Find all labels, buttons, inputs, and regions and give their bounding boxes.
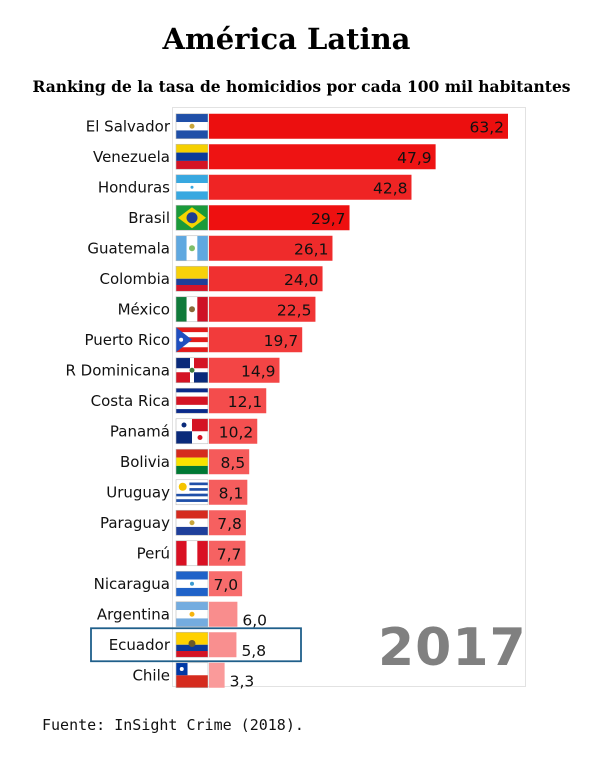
bar-guatemala xyxy=(209,235,333,261)
bar-brasil xyxy=(209,205,350,231)
value-label-panama: 10,2 xyxy=(219,423,254,441)
bar-chart: El Salvador 63,2 Venezuela 47,9 Honduras 42,8… xyxy=(65,113,508,690)
category-label-honduras: Honduras xyxy=(98,178,170,196)
category-label-venezuela: Venezuela xyxy=(93,148,170,166)
mexico-flag-icon xyxy=(175,296,209,323)
value-label-mexico: 22,5 xyxy=(277,301,312,319)
brasil-flag-icon xyxy=(175,204,209,231)
panama-flag-icon xyxy=(175,418,209,445)
chart-frame xyxy=(172,107,526,687)
category-label-mexico: México xyxy=(118,300,170,318)
category-label-peru: Perú xyxy=(137,544,170,562)
nicaragua-flag-icon xyxy=(175,570,209,597)
bar-chile xyxy=(209,662,225,688)
category-label-guatemala: Guatemala xyxy=(87,239,170,257)
bar-puerto-rico xyxy=(209,327,303,353)
source-note: Fuente: InSight Crime (2018). xyxy=(42,716,304,734)
year-label: 2017 xyxy=(378,618,527,678)
bolivia-flag-icon xyxy=(175,448,209,475)
chart-title: América Latina xyxy=(162,22,411,56)
value-label-bolivia: 8,5 xyxy=(221,454,246,472)
bar-colombia xyxy=(209,266,323,292)
category-label-puerto-rico: Puerto Rico xyxy=(84,331,170,349)
value-label-venezuela: 47,9 xyxy=(397,149,432,167)
value-label-colombia: 24,0 xyxy=(284,271,319,289)
value-label-puerto-rico: 19,7 xyxy=(264,332,299,350)
category-label-chile: Chile xyxy=(132,666,170,684)
value-label-argentina: 6,0 xyxy=(242,611,267,629)
category-label-colombia: Colombia xyxy=(100,270,171,288)
value-label-peru: 7,7 xyxy=(217,545,242,563)
bar-venezuela xyxy=(209,144,436,170)
peru-flag-icon xyxy=(175,540,209,567)
category-label-panama: Panamá xyxy=(110,422,170,440)
bar-honduras xyxy=(209,174,412,200)
bar-costa-rica xyxy=(209,388,267,414)
category-label-ecuador: Ecuador xyxy=(109,636,171,654)
category-label-nicaragua: Nicaragua xyxy=(94,575,170,593)
value-label-paraguay: 7,8 xyxy=(217,515,242,533)
value-label-uruguay: 8,1 xyxy=(219,484,244,502)
bar-panama xyxy=(209,418,258,444)
honduras-flag-icon xyxy=(175,174,209,201)
uruguay-flag-icon xyxy=(175,479,209,506)
value-label-chile: 3,3 xyxy=(230,672,255,690)
category-label-bolivia: Bolivia xyxy=(120,453,170,471)
venezuela-flag-icon xyxy=(175,143,209,170)
category-label-paraguay: Paraguay xyxy=(100,514,170,532)
category-label-costa-rica: Costa Rica xyxy=(91,392,170,410)
costa-rica-flag-icon xyxy=(175,387,209,414)
value-label-nicaragua: 7,0 xyxy=(213,576,238,594)
ecuador-flag-icon xyxy=(175,631,209,658)
colombia-flag-icon xyxy=(175,265,209,292)
category-label-r-dominicana: R Dominicana xyxy=(65,361,170,379)
bar-peru xyxy=(209,540,246,566)
chart-subtitle: Ranking de la tasa de homicidios por cad… xyxy=(32,77,571,96)
bar-paraguay xyxy=(209,510,246,536)
bar-mexico xyxy=(209,296,316,322)
bar-uruguay xyxy=(209,479,248,505)
el-salvador-flag-icon xyxy=(175,113,209,140)
bar-r-dominicana xyxy=(209,357,280,383)
category-label-uruguay: Uruguay xyxy=(106,483,170,501)
bar-ecuador xyxy=(209,632,237,658)
category-label-el-salvador: El Salvador xyxy=(86,117,171,135)
highlight-box-ecuador xyxy=(90,627,302,663)
value-label-r-dominicana: 14,9 xyxy=(241,362,276,380)
chile-flag-icon xyxy=(175,662,209,689)
bar-bolivia xyxy=(209,449,250,475)
value-label-brasil: 29,7 xyxy=(311,210,346,228)
bar-nicaragua xyxy=(209,571,243,597)
category-label-argentina: Argentina xyxy=(97,605,170,623)
argentina-flag-icon xyxy=(175,601,209,628)
value-label-ecuador: 5,8 xyxy=(241,642,266,660)
r-dominicana-flag-icon xyxy=(175,357,209,384)
value-label-costa-rica: 12,1 xyxy=(228,393,263,411)
value-label-honduras: 42,8 xyxy=(373,179,408,197)
value-label-el-salvador: 63,2 xyxy=(469,118,504,136)
bar-argentina xyxy=(209,601,238,627)
bar-el-salvador xyxy=(209,113,508,139)
category-label-brasil: Brasil xyxy=(128,209,170,227)
guatemala-flag-icon xyxy=(175,235,209,262)
paraguay-flag-icon xyxy=(175,509,209,536)
value-label-guatemala: 26,1 xyxy=(294,240,329,258)
puerto-rico-flag-icon xyxy=(175,326,209,353)
